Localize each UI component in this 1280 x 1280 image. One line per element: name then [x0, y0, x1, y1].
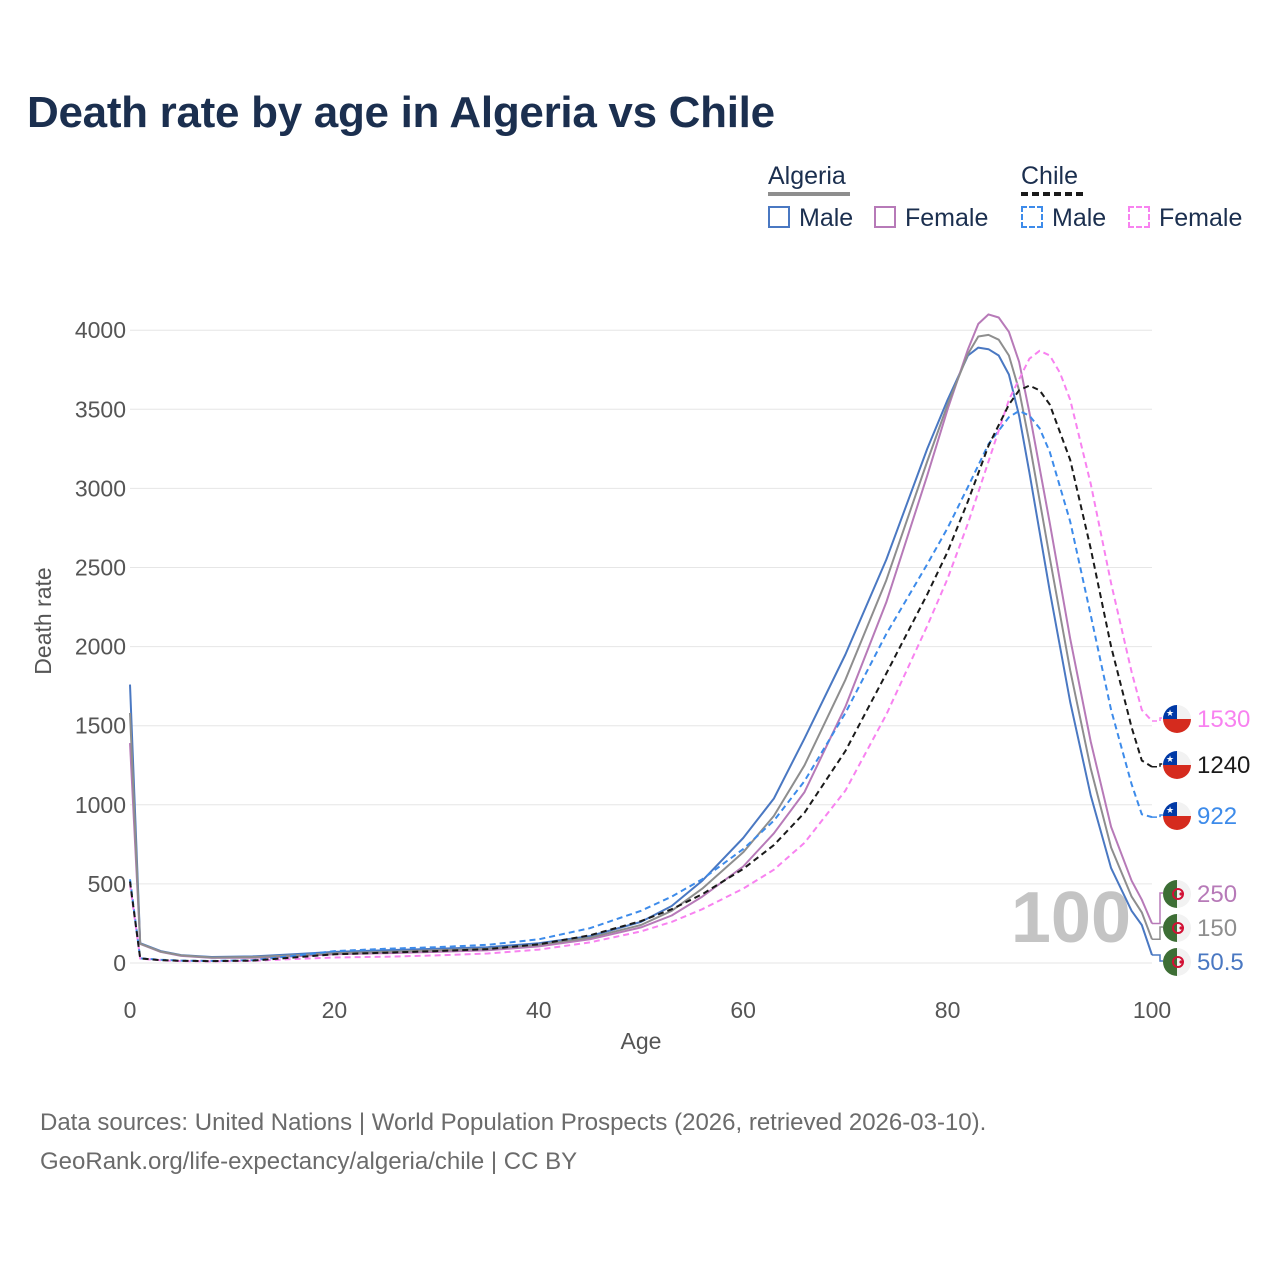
legend-label-algeria-male: Male: [799, 204, 854, 232]
chile-flag-icon: ★: [1163, 705, 1191, 733]
chile-flag-icon: ★: [1163, 802, 1191, 830]
legend-swatch-algeria-female: [874, 206, 896, 228]
end-label-algeria-female: 250: [1197, 881, 1237, 908]
x-tick-label: 20: [322, 997, 348, 1023]
y-tick-label: 0: [113, 950, 126, 976]
legend-label-chile-female: Female: [1159, 204, 1243, 232]
algeria-flag-icon: [1163, 948, 1191, 976]
end-label-chile-total: 1240: [1197, 752, 1250, 779]
svg-text:★: ★: [1166, 755, 1174, 765]
footer-sources: Data sources: United Nations | World Pop…: [40, 1109, 987, 1136]
legend-group-algeria: Algeria: [768, 162, 846, 190]
x-tick-label: 40: [526, 997, 552, 1023]
y-tick-label: 2000: [75, 634, 126, 660]
x-tick-label: 100: [1133, 997, 1171, 1023]
end-label-connector: [1152, 926, 1163, 941]
end-label-connector: [1152, 814, 1163, 818]
chile-flag-icon: ★: [1163, 751, 1191, 779]
series-line-chile-male: [129, 409, 1153, 962]
svg-text:★: ★: [1166, 709, 1174, 719]
y-tick-label: 1000: [75, 792, 126, 818]
end-label-connector: [1152, 892, 1163, 925]
series-line-chile-female: [129, 349, 1153, 963]
series-line-algeria-male: [129, 346, 1153, 958]
legend-swatch-chile-male: [1021, 206, 1043, 228]
legend-swatch-algeria-male: [768, 206, 790, 228]
x-tick-label: 80: [935, 997, 961, 1023]
y-tick-label: 1500: [75, 713, 126, 739]
y-tick-label: 2500: [75, 555, 126, 581]
end-label-chile-male: 922: [1197, 803, 1237, 830]
end-label-chile-female: 1530: [1197, 706, 1250, 733]
series-line-chile-total: [129, 384, 1153, 963]
y-tick-label: 3500: [75, 396, 126, 422]
y-axis-label: Death rate: [30, 567, 56, 674]
end-label-connector: [1152, 954, 1163, 962]
legend-group-algeria-line: [768, 192, 850, 196]
svg-text:★: ★: [1166, 806, 1174, 816]
year-annotation: 100: [1011, 878, 1131, 958]
end-label-connector: [1152, 717, 1163, 722]
legend-swatch-chile-female: [1128, 206, 1150, 228]
chart-title: Death rate by age in Algeria vs Chile: [27, 88, 775, 137]
x-axis-label: Age: [621, 1028, 662, 1054]
footer-url: GeoRank.org/life-expectancy/algeria/chil…: [40, 1148, 578, 1175]
y-tick-label: 500: [88, 871, 126, 897]
x-tick-label: 60: [730, 997, 756, 1023]
legend-label-chile-male: Male: [1052, 204, 1107, 232]
legend-label-algeria-female: Female: [905, 204, 989, 232]
end-label-algeria-total: 150: [1197, 915, 1237, 942]
end-label-connector: [1152, 763, 1163, 768]
x-tick-label: 0: [124, 997, 137, 1023]
y-tick-label: 3000: [75, 475, 126, 501]
series-line-algeria-female: [129, 313, 1153, 959]
algeria-flag-icon: [1163, 880, 1191, 908]
algeria-flag-icon: [1163, 914, 1191, 942]
legend-group-chile: Chile: [1021, 162, 1078, 190]
end-label-algeria-male: 50.5: [1197, 949, 1244, 976]
y-tick-label: 4000: [75, 317, 126, 343]
